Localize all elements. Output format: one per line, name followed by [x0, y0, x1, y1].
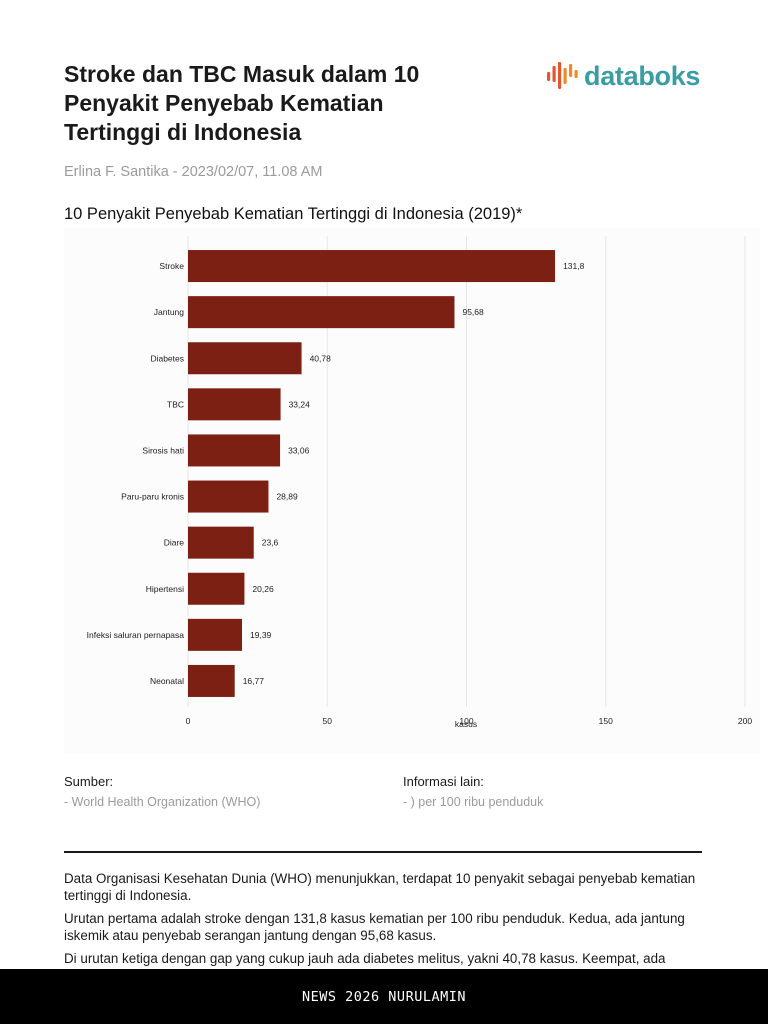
value-label: 33,06: [288, 445, 310, 455]
category-label: TBC: [167, 399, 184, 409]
source-value: - World Health Organization (WHO): [64, 795, 261, 809]
value-label: 16,77: [243, 676, 265, 686]
databoks-logo[interactable]: databoks: [546, 58, 700, 94]
value-label: 95,68: [462, 307, 484, 317]
info-section: Informasi lain: - ) per 100 ribu pendudu…: [403, 774, 543, 809]
x-tick-label: 150: [599, 716, 613, 726]
divider: [64, 851, 702, 853]
value-label: 131,8: [563, 261, 585, 271]
category-label: Hipertensi: [146, 584, 184, 594]
byline: Erlina F. Santika - 2023/02/07, 11.08 AM: [64, 164, 323, 180]
category-label: Diare: [164, 538, 185, 548]
databoks-logo-icon: [547, 62, 578, 89]
article-paragraph: Urutan pertama adalah stroke dengan 131,…: [64, 911, 685, 943]
bar[interactable]: [188, 618, 243, 651]
footer-bar: NEWS 2026 NURULAMIN: [0, 969, 768, 1024]
bar[interactable]: [188, 250, 556, 283]
bar[interactable]: [188, 388, 281, 421]
bar-chart: 0 50 100 150 200 Stroke 131,8 Jantung 95,68 Diabe…: [64, 228, 760, 754]
category-label: Diabetes: [150, 353, 184, 363]
value-label: 20,26: [252, 584, 274, 594]
info-value: - ) per 100 ribu penduduk: [403, 795, 544, 809]
category-label: Jantung: [154, 307, 185, 317]
x-tick-label: 200: [738, 716, 752, 726]
bar[interactable]: [188, 434, 281, 467]
value-label: 40,78: [310, 353, 332, 363]
value-label: 19,39: [250, 630, 272, 640]
article-paragraph: Data Organisasi Kesehatan Dunia (WHO) me…: [64, 871, 696, 903]
headline: Stroke dan TBC Masuk dalam 10 Penyakit P…: [64, 61, 420, 145]
x-tick-label: 50: [323, 716, 333, 726]
value-label: 23,6: [262, 538, 279, 548]
logo-text: databoks: [584, 60, 701, 91]
category-label: Stroke: [159, 261, 184, 271]
source-section: Sumber: - World Health Organization (WHO…: [64, 774, 260, 809]
bar[interactable]: [188, 296, 455, 329]
footer-text: NEWS 2026 NURULAMIN: [302, 988, 466, 1005]
bar[interactable]: [188, 526, 254, 559]
x-axis-title: kasus: [455, 719, 477, 729]
value-label: 33,24: [289, 399, 311, 409]
bar[interactable]: [188, 480, 269, 513]
x-tick-label: 100: [459, 716, 473, 726]
bar[interactable]: [188, 664, 235, 697]
info-label: Informasi lain:: [403, 774, 484, 789]
chart-labels: 0 50 100 150 200 Stroke 131,8 Jantung 95,68 Diabe…: [87, 261, 753, 726]
value-label: 28,89: [276, 492, 298, 502]
category-label: Paru-paru kronis: [121, 492, 184, 502]
chart-title: 10 Penyakit Penyebab Kematian Tertinggi …: [64, 205, 523, 223]
category-label: Sirosis hati: [142, 445, 184, 455]
bar[interactable]: [188, 572, 245, 605]
source-label: Sumber:: [64, 774, 114, 789]
chart-bars: [188, 250, 556, 697]
x-tick-label: 0: [186, 716, 191, 726]
category-label: Infeksi saluran pernapasa: [87, 630, 185, 640]
category-label: Neonatal: [150, 676, 184, 686]
bar[interactable]: [188, 342, 302, 375]
